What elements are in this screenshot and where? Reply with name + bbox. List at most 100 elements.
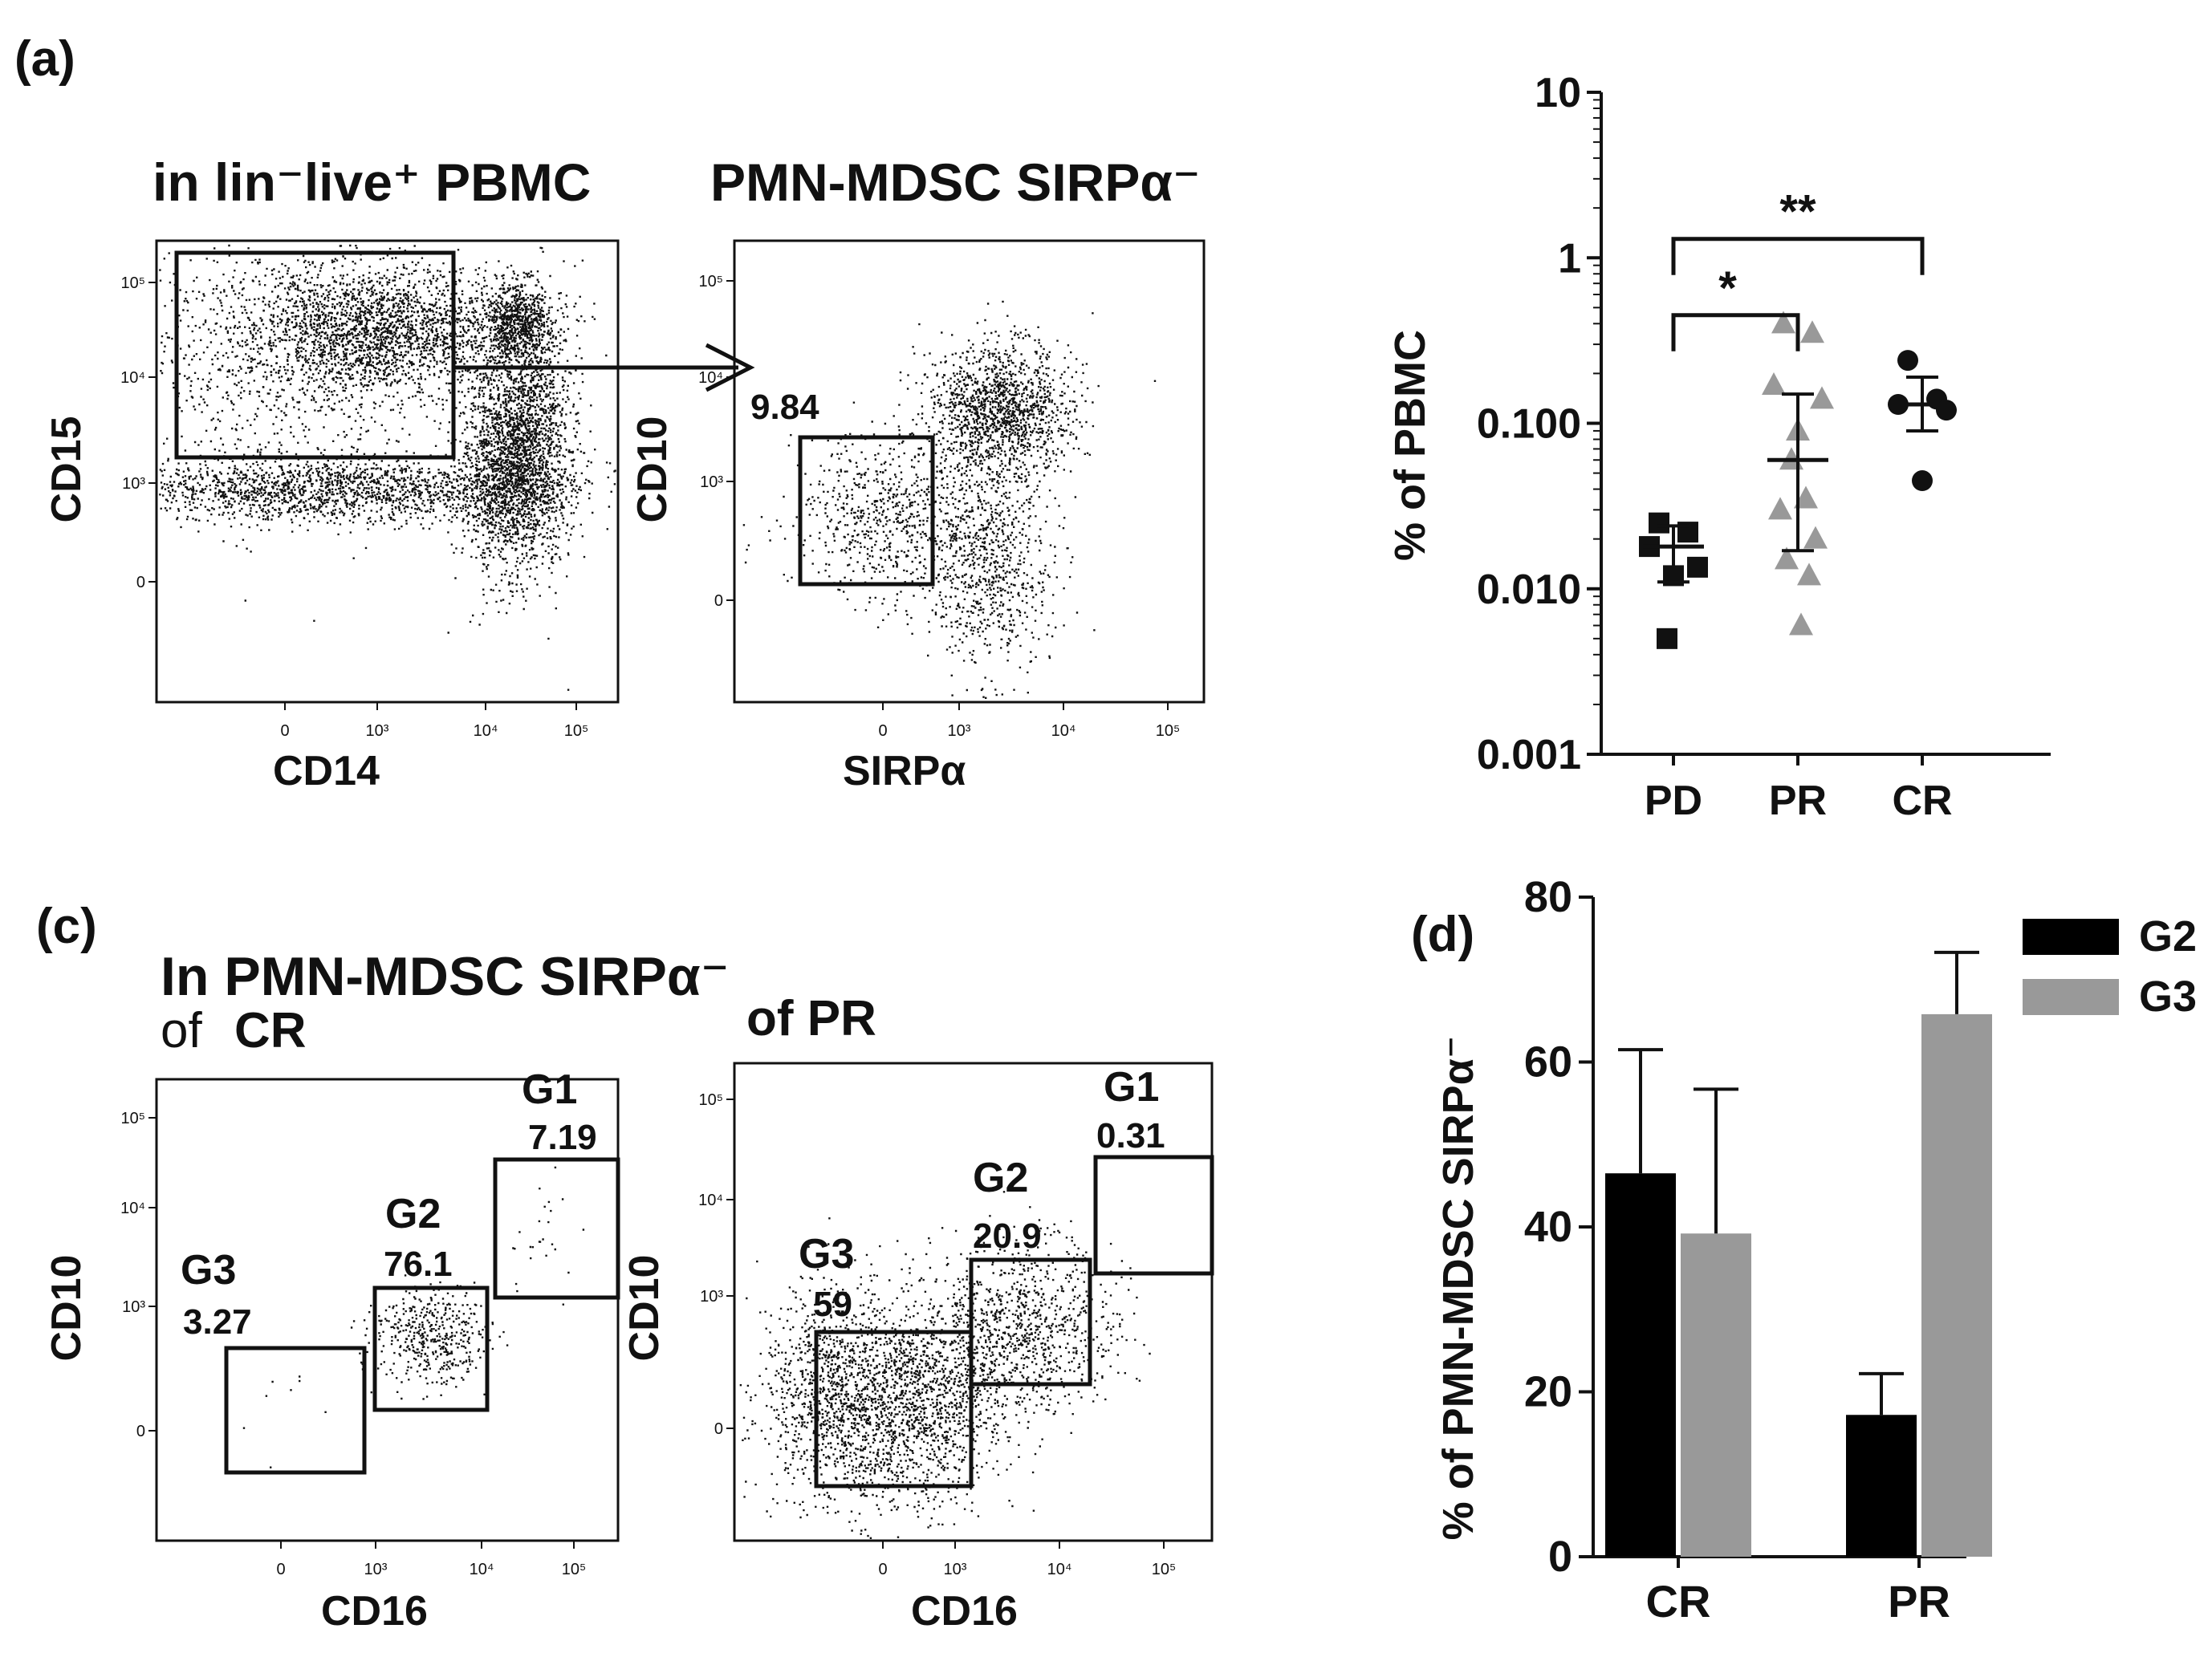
panel-label-a: (a) [14,31,75,87]
scatter-point-CR [1897,350,1918,372]
flow-x-tick-label: 0 [878,722,887,740]
legend-swatch-G2 [2023,919,2119,955]
significance-bracket [1671,237,1925,275]
flow-y-tick-label: 0 [136,574,145,591]
bar-y-tick-label: 40 [1524,1203,1572,1251]
flow-y-tick-label: 10⁴ [120,369,145,387]
event-cloud [160,244,608,445]
scatter-y-tick-label: 0.100 [1477,401,1581,448]
flow-c-cr-g1-name: G1 [522,1066,577,1113]
scatter-point-CR [1912,470,1933,492]
gate-arrow-head [705,343,755,392]
flow-y-tick-label: 10⁴ [698,369,723,387]
flow-c-sub-pr: of PR [746,991,876,1046]
legend-swatch-G3 [2023,979,2119,1015]
flow-x-tick-label: 10⁵ [1152,1561,1177,1578]
flow-c-pr-frame [733,1062,1214,1542]
flow-c-pr-g1-value: 0.31 [1096,1116,1165,1155]
flow-y-tick-label: 10⁵ [120,1110,145,1127]
flow-y-tick-label: 10⁴ [698,1192,723,1209]
bar-G3-PR [1921,1013,1992,1557]
flow-x-tick-label: 10³ [364,1561,388,1578]
event-cloud [425,289,616,691]
flow-c-pr-g1-name: G1 [1104,1064,1159,1111]
flow-a1-events [159,244,616,691]
flow-c-cr-frame [155,1078,620,1542]
flow-x-tick-label: 10⁴ [1047,1561,1072,1578]
flow-c-pr-gate-g2 [969,1257,1092,1387]
flow-c-pr-gate-g3 [814,1330,974,1489]
flow-a2-xlabel: SIRPα [843,748,966,794]
scatter-point-PD [1657,627,1677,649]
bar-G2-CR [1605,1173,1676,1557]
flow-c-cr-ylabel: CD10 [43,1255,90,1362]
significance-label: ** [1779,186,1816,238]
bar-G3-CR [1681,1233,1751,1557]
scatter-point-PR [1771,311,1795,334]
scatter-x-tick-label: CR [1892,778,1952,824]
flow-y-tick-label: 10³ [122,1298,145,1316]
flow-a2-events [742,300,1157,699]
flow-x-tick-label: 10⁴ [1051,722,1076,740]
flow-a2-ylabel: CD10 [629,416,676,523]
scatter-ylabel: % of PBMC [1386,330,1434,561]
flow-x-tick-label: 10³ [948,722,971,740]
panel-label-d: (d) [1411,907,1474,962]
flow-y-tick-label: 10³ [700,1288,723,1306]
scatter-point-PR [1803,526,1828,549]
significance-bracket [1671,313,1800,351]
flow-c-pr-g3-value: 59 [813,1285,852,1324]
flow-a1-xlabel: CD14 [273,748,380,794]
flow-x-tick-label: 10³ [944,1561,967,1578]
scatter-x-tick-label: PD [1645,778,1702,824]
flow-c-cr-g3-value: 3.27 [183,1302,252,1342]
bar-ylabel: % of PMN-MDSC SIRPα⁻ [1434,1036,1482,1541]
flow-a2-frame [733,239,1206,704]
bar-x-tick-label: PR [1888,1576,1950,1627]
bar-y-tick-label: 80 [1524,873,1572,921]
bar-chart: % of PMN-MDSC SIRPα⁻ 0 20 40 60 80 CR PR G2 G3 [1434,873,2197,1627]
flow-y-tick-label: 10⁵ [120,274,145,292]
event-cloud [887,396,1096,699]
scatter-point-PR [1794,485,1818,509]
flow-x-tick-label: 10⁴ [470,1561,494,1578]
flow-a2-title: PMN-MDSC SIRPα⁻ [710,152,1201,212]
panel-label-c: (c) [36,899,97,954]
flow-x-tick-label: 10⁵ [564,722,589,740]
flow-plot-c-cr: G3 3.27 G2 76.1 G1 7.19 CD16 CD10 [43,1066,620,1635]
event-cloud [739,1237,1151,1539]
scatter-point-PD [1649,512,1669,534]
flow-c-cr-g1-value: 7.19 [528,1118,597,1157]
flow-plot-a1: CD14 CD15 [43,239,755,794]
flow-c-cr-gate-g1 [493,1157,620,1300]
flow-c-sub-cr-group: CR [234,1003,307,1058]
flow-axis-ticks: 0 10³ 10⁴ 10⁵ 0 10³ 10⁴ 10⁵ 0 10³ 10⁴ 10⁵ 0 10³ 10⁴ 10⁵… [120,273,1180,1578]
flow-c-pr-ylabel: CD10 [621,1255,668,1362]
flow-y-tick-label: 10³ [700,473,723,491]
bar-x-tick-label: CR [1646,1576,1711,1627]
flow-x-tick-label: 10³ [366,722,389,740]
flow-c-pr-g3-name: G3 [799,1231,854,1277]
flow-y-tick-label: 0 [714,1420,723,1438]
flow-y-tick-label: 10³ [122,475,145,493]
scatter-point-PR [1762,372,1786,395]
flow-c-cr-gate-g2 [372,1285,490,1412]
flow-c-cr-xlabel: CD16 [321,1588,428,1635]
scatter-point-PR [1789,612,1813,636]
flow-y-tick-label: 10⁵ [698,273,723,290]
event-cloud [242,1375,327,1468]
flow-c-pr-gate-g1 [1093,1155,1214,1276]
flow-y-tick-label: 10⁴ [120,1200,145,1217]
event-cloud [898,300,1157,509]
flow-c-cr-g2-value: 76.1 [384,1245,453,1284]
flow-a2-gate [798,435,935,587]
event-cloud [159,440,616,550]
flow-y-tick-label: 10⁵ [698,1091,723,1109]
flow-c-pr-g2-name: G2 [973,1155,1028,1201]
flow-x-tick-label: 10⁵ [1156,722,1181,740]
flow-a2-gate-value: 9.84 [750,388,819,427]
bar-y-tick-label: 60 [1524,1038,1572,1086]
flow-x-tick-label: 0 [276,1561,285,1578]
